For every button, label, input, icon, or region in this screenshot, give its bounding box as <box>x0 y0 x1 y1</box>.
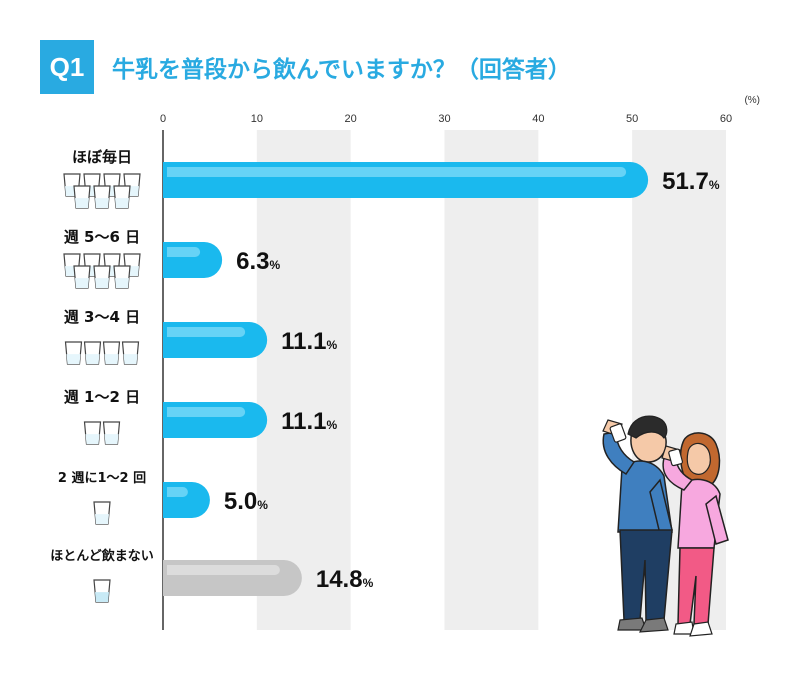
grid-band <box>256 130 351 630</box>
milk-fill-icon <box>115 198 129 208</box>
milk-fill-icon <box>95 514 109 524</box>
milk-fill-icon <box>95 592 109 602</box>
grid-band <box>444 130 539 630</box>
value-label: 11.1% <box>281 328 337 355</box>
x-tick-label: 0 <box>160 113 166 125</box>
category-label: ほとんど飲まない <box>50 548 154 564</box>
milk-fill-icon <box>85 434 100 444</box>
bar-highlight <box>167 407 246 417</box>
question-badge: Q1 <box>40 40 94 94</box>
woman-drinking-icon <box>661 432 729 637</box>
tick-labels: 0 10 20 30 40 50 60 <box>160 113 732 125</box>
value-label: 14.8% <box>316 566 374 593</box>
x-tick-label: 30 <box>438 113 450 125</box>
bar-highlight <box>167 247 201 257</box>
people-drinking-illustration <box>602 415 729 637</box>
category-label: 週 3〜4 日 <box>64 308 140 326</box>
glass-icons <box>63 173 141 603</box>
milk-fill-icon <box>104 354 119 364</box>
x-tick-label: 20 <box>345 113 357 125</box>
milk-fill-icon <box>66 354 81 364</box>
milk-fill-icon <box>95 278 109 288</box>
bar-highlight <box>167 327 246 337</box>
x-tick-label: 40 <box>532 113 544 125</box>
bars <box>163 162 649 596</box>
x-tick-label: 10 <box>251 113 263 125</box>
milk-fill-icon <box>104 434 119 444</box>
bar-highlight <box>167 565 280 575</box>
bar-highlight <box>167 487 188 497</box>
value-labels: 51.7% 6.3% 11.1% 11.1% 5.0% 14.8% <box>224 168 720 593</box>
category-label: 2 週に1〜2 回 <box>58 471 146 486</box>
value-label: 11.1% <box>281 408 337 435</box>
milk-fill-icon <box>75 278 89 288</box>
x-tick-label: 60 <box>720 113 732 125</box>
value-label: 51.7% <box>662 168 720 195</box>
question-title: 牛乳を普段から飲んでいますか？（回答者） <box>112 57 571 83</box>
value-label: 5.0% <box>224 488 268 515</box>
category-label: ほぼ毎日 <box>72 148 132 166</box>
grid-bands <box>256 130 726 630</box>
milk-fill-icon <box>123 354 138 364</box>
unit-label: (%) <box>744 95 760 106</box>
milk-fill-icon <box>115 278 129 288</box>
milk-fill-icon <box>85 354 100 364</box>
value-label: 6.3% <box>236 248 280 275</box>
category-label: 週 5〜6 日 <box>64 228 140 246</box>
bar-highlight <box>167 167 627 177</box>
milk-fill-icon <box>75 198 89 208</box>
man-drinking-icon <box>602 415 673 633</box>
x-tick-label: 50 <box>626 113 638 125</box>
milk-fill-icon <box>95 198 109 208</box>
category-label: 週 1〜2 日 <box>64 388 140 406</box>
